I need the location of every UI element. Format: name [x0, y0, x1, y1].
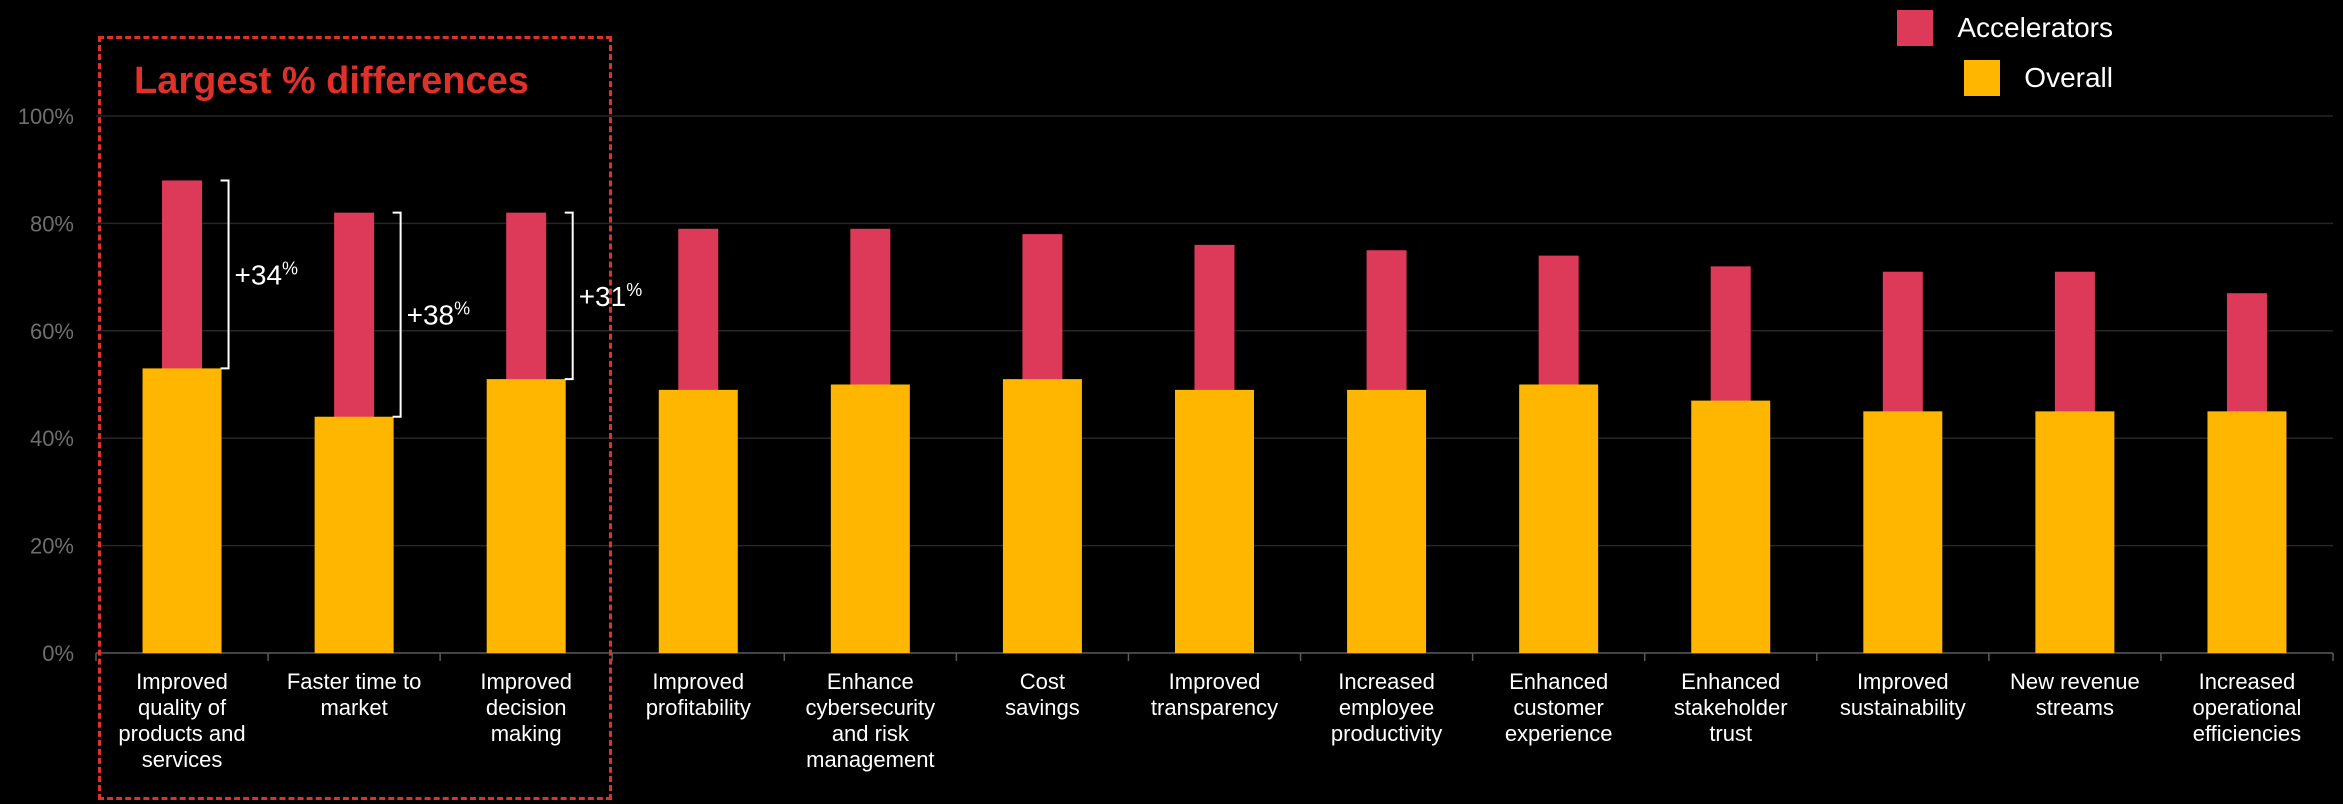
x-category-label-line: products and	[118, 721, 246, 746]
highlight-title: Largest % differences	[134, 60, 529, 102]
x-category-label: Improved profitability	[618, 669, 778, 721]
x-category-label: New revenue streams	[1995, 669, 2155, 721]
y-tick-label: 20%	[30, 534, 74, 559]
bar-overall	[1175, 389, 1254, 653]
y-tick-label: 0%	[42, 641, 74, 666]
legend-swatch-accelerators	[1897, 10, 1934, 46]
x-category-label: Enhanced stakeholder trust	[1651, 669, 1811, 747]
y-tick-label: 80%	[30, 211, 74, 236]
x-category-label-line: profitability	[645, 695, 751, 720]
x-category-label: Increased employee productivity	[1307, 669, 1467, 747]
difference-bracket	[220, 179, 230, 370]
legend-swatch-overall	[1964, 60, 2001, 96]
bar-overall	[486, 379, 566, 653]
x-category-label-line: quality of	[138, 695, 227, 720]
difference-label: +31%	[579, 280, 643, 312]
x-category-label: Faster time to market	[274, 669, 434, 721]
bar-overall	[1002, 379, 1082, 653]
x-category-label-line: New revenue	[2010, 669, 2140, 694]
x-category-label-line: cybersecurity	[805, 695, 936, 720]
x-category-label: Improved decision making	[446, 669, 606, 747]
x-category-label-line: decision	[485, 695, 567, 720]
difference-bracket	[564, 211, 574, 381]
legend-label-accelerators: Accelerators	[1957, 12, 2113, 43]
x-category-label-line: operational	[2192, 695, 2302, 720]
x-category-label-line: Enhanced	[1681, 669, 1781, 694]
difference-bracket	[392, 211, 402, 418]
x-category-label-line: Improved	[136, 669, 228, 694]
x-category-label-line: transparency	[1150, 695, 1279, 720]
x-category-label-line: Increased	[1338, 669, 1435, 694]
x-category-label: Improved quality of products and services	[102, 669, 262, 773]
x-category-label-line: employee	[1338, 695, 1435, 720]
x-category-label-line: market	[320, 695, 388, 720]
bar-overall	[314, 416, 394, 653]
bar-overall	[1863, 411, 1943, 653]
x-category-label-line: Improved	[652, 669, 745, 694]
bar-overall	[658, 389, 738, 653]
x-category-label-line: Improved	[480, 669, 573, 694]
y-tick-label: 100%	[18, 104, 74, 129]
x-category-label-line: Improved	[1856, 669, 1949, 694]
bar-overall	[1347, 389, 1427, 653]
bar-overall	[142, 368, 222, 653]
x-category-label-line: management	[806, 747, 935, 772]
difference-label: +34%	[235, 258, 299, 290]
x-category-label-line: customer	[1513, 695, 1604, 720]
x-category-label-line: productivity	[1330, 721, 1443, 746]
x-category-label-line: making	[490, 721, 562, 746]
x-category-label-line: stakeholder	[1673, 695, 1788, 720]
highlight-box	[98, 36, 612, 800]
x-category-label: Increased operational efficiencies	[2167, 669, 2327, 747]
x-category-label-line: services	[141, 747, 223, 772]
x-category-label: Enhanced customer experience	[1479, 669, 1639, 747]
legend-item-accelerators: Accelerators	[1897, 10, 2113, 46]
legend-item-overall: Overall	[1964, 60, 2113, 96]
bar-overall	[2207, 411, 2287, 653]
difference-label: +38%	[407, 299, 471, 331]
bar-overall	[1519, 384, 1599, 653]
x-category-label-line: streams	[2035, 695, 2114, 720]
x-category-label-line: Faster time to	[286, 669, 422, 694]
x-category-label-line: efficiencies	[2192, 721, 2302, 746]
x-category-label-line: Enhance	[826, 669, 914, 694]
x-category-label-line: sustainability	[1839, 695, 1966, 720]
x-category-label-line: Cost	[1019, 669, 1066, 694]
y-tick-label: 40%	[30, 426, 74, 451]
y-tick-label: 60%	[30, 319, 74, 344]
x-category-label-line: savings	[1005, 695, 1080, 720]
x-category-label: Improved sustainability	[1823, 669, 1983, 721]
x-category-label-line: Increased	[2198, 669, 2296, 694]
x-category-label: Cost savings	[962, 669, 1122, 721]
x-category-label-line: Improved	[1168, 669, 1261, 694]
bar-overall	[2035, 411, 2115, 653]
bar-overall	[830, 384, 910, 653]
x-category-label-line: trust	[1709, 721, 1753, 746]
x-category-label-line: Enhanced	[1509, 669, 1609, 694]
x-category-label: Improved transparency	[1135, 669, 1295, 721]
x-category-label: Enhance cybersecurity and risk management	[790, 669, 950, 773]
x-category-label-line: and risk	[831, 721, 909, 746]
x-category-label-line: experience	[1504, 721, 1613, 746]
legend-label-overall: Overall	[2024, 62, 2113, 93]
bar-overall	[1691, 400, 1771, 653]
